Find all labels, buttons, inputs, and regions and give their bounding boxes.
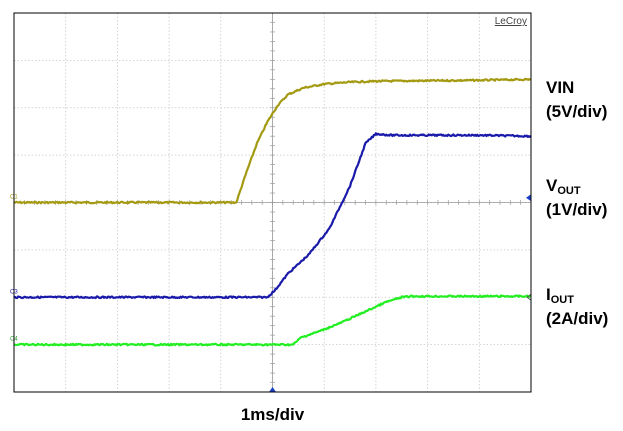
scope-frame [13, 12, 532, 393]
scale-vout: (1V/div) [546, 200, 607, 219]
scope-traces [13, 77, 532, 347]
trace-iout [13, 294, 532, 347]
offset-marker [526, 293, 532, 301]
trace-vout [13, 132, 532, 300]
brand-label: LeCroy [495, 16, 527, 27]
label-vin: VIN [546, 78, 574, 97]
label-iout: IOUT [546, 285, 574, 306]
series-labels: VIN (5V/div) VOUT (1V/div) IOUT (2A/div) [546, 78, 608, 328]
trace-vin [13, 77, 532, 205]
trigger-level-marker [526, 194, 531, 202]
label-vout: VOUT [546, 176, 581, 197]
timebase-label: 1ms/div [241, 405, 305, 424]
scale-vin: (5V/div) [546, 102, 607, 121]
trigger-time-marker [269, 387, 276, 392]
scale-iout: (2A/div) [546, 309, 608, 328]
